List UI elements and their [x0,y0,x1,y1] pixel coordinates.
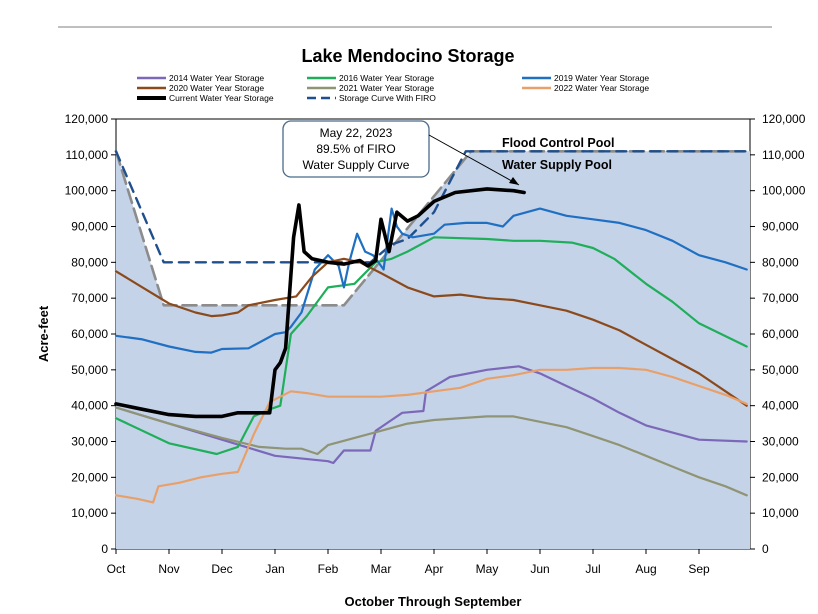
x-tick-label-nov: Nov [158,562,179,576]
annotation-line-2: 89.5% of FIRO [316,142,395,156]
x-tick-label-oct: Oct [107,562,126,576]
legend-item-2020: 2020 Water Year Storage [137,83,264,93]
y-tick-label-left-30000: 30,000 [71,435,108,449]
series-layer [114,150,749,504]
legend-item-2021: 2021 Water Year Storage [307,83,434,93]
x-tick-label-jun: Jun [530,562,549,576]
x-tick-label-mar: Mar [371,562,392,576]
y-tick-label-right-60000: 60,000 [762,327,799,341]
x-tick-label-jul: Jul [585,562,600,576]
annotation-arrowhead [509,177,519,185]
y-tick-label-right-30000: 30,000 [762,435,799,449]
legend-label-2014: 2014 Water Year Storage [169,73,264,83]
annotation-line-3: Water Supply Curve [303,158,410,172]
y-tick-label-right-20000: 20,000 [762,470,799,484]
y-tick-label-right-50000: 50,000 [762,363,799,377]
series-line-storage-curve-with-firo [114,150,748,264]
y-tick-label-left-0: 0 [101,542,108,556]
legend-item-2019: 2019 Water Year Storage [522,73,649,83]
annotation-callout: May 22, 2023 89.5% of FIRO Water Supply … [282,120,520,186]
y-tick-label-right-10000: 10,000 [762,506,799,520]
y-tick-label-left-90000: 90,000 [71,220,108,234]
legend-label-2016: 2016 Water Year Storage [339,73,434,83]
y-tick-label-left-100000: 100,000 [65,184,109,198]
x-tick-label-sep: Sep [688,562,710,576]
y-tick-label-left-20000: 20,000 [71,470,108,484]
legend-label-2022: 2022 Water Year Storage [554,83,649,93]
y-tick-label-left-80000: 80,000 [71,255,108,269]
legend-label-firo: Storage Curve With FIRO [339,93,436,103]
y-tick-label-left-10000: 10,000 [71,506,108,520]
x-tick-label-feb: Feb [318,562,339,576]
x-tick-label-aug: Aug [635,562,656,576]
y-axis-title: Acre-feet [36,305,51,362]
legend-label-current: Current Water Year Storage [169,93,274,103]
y-tick-label-right-100000: 100,000 [762,184,806,198]
y-tick-label-right-0: 0 [762,542,769,556]
annotation-line-1: May 22, 2023 [320,126,393,140]
chart-title: Lake Mendocino Storage [301,46,514,66]
y-tick-label-left-60000: 60,000 [71,327,108,341]
y-axis-right: 0 10,000 20,000 30,000 40,000 50,000 60,000 70,… [750,112,806,556]
y-tick-label-left-110000: 110,000 [66,148,109,162]
x-tick-label-apr: Apr [425,562,444,576]
y-tick-label-right-110000: 110,000 [762,148,805,162]
series-line-2014-water-year-storage [114,365,748,465]
legend-item-2022: 2022 Water Year Storage [522,83,649,93]
series-line-2019-water-year-storage [114,207,748,354]
y-tick-label-left-40000: 40,000 [71,399,108,413]
series-line-2022-water-year-storage [114,366,748,504]
legend-label-2021: 2021 Water Year Storage [339,83,434,93]
annotation-pointer [428,134,520,186]
legend-item-2016: 2016 Water Year Storage [307,73,434,83]
water-supply-pool-label: Water Supply Pool [502,158,612,172]
y-tick-label-left-120000: 120,000 [65,112,109,126]
y-axis-left: 0 10,000 20,000 30,000 40,000 50,000 60,000 70,… [65,112,116,556]
series-line-2016-water-year-storage [114,236,748,456]
series-line-water-supply-curve [114,150,749,307]
series-line-2020-water-year-storage [114,257,748,407]
x-axis: Oct Nov Dec Jan Feb Mar Apr May Jun Jul Aug Sep [107,549,710,576]
series-line-2021-water-year-storage [114,406,748,497]
legend-item-current: Current Water Year Storage [137,93,274,103]
legend-item-firo: Storage Curve With FIRO [307,93,436,103]
water-supply-shading [116,151,750,549]
annotation-box [282,120,430,178]
y-tick-label-right-70000: 70,000 [762,291,799,305]
flood-control-pool-label: Flood Control Pool [502,136,614,150]
y-tick-label-right-120000: 120,000 [762,112,806,126]
legend-label-2019: 2019 Water Year Storage [554,73,649,83]
x-tick-label-dec: Dec [211,562,232,576]
series-line-current-water-year-storage [114,187,526,419]
y-tick-label-right-90000: 90,000 [762,220,799,234]
y-tick-label-left-50000: 50,000 [71,363,108,377]
x-tick-label-jan: Jan [265,562,284,576]
legend: 2014 Water Year Storage 2016 Water Year … [137,73,649,103]
y-tick-label-left-70000: 70,000 [71,291,108,305]
legend-item-2014: 2014 Water Year Storage [137,73,264,83]
x-tick-label-may: May [476,562,499,576]
x-axis-title: October Through September [345,594,522,609]
legend-label-2020: 2020 Water Year Storage [169,83,264,93]
y-tick-label-right-80000: 80,000 [762,255,799,269]
y-tick-label-right-40000: 40,000 [762,399,799,413]
